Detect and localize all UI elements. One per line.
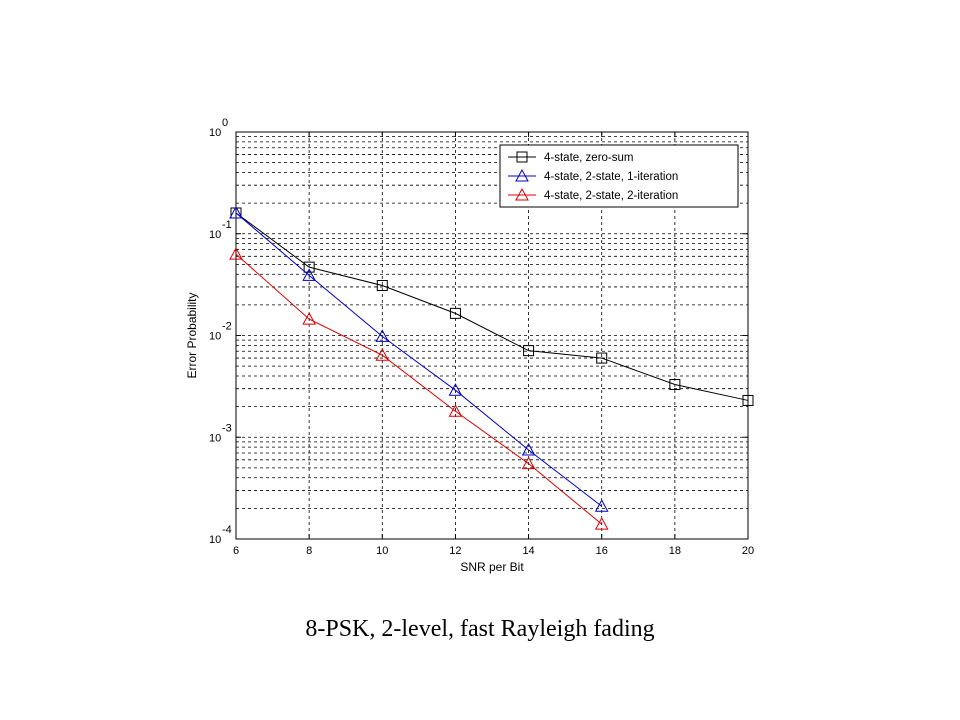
legend-label: 4-state, 2-state, 2-iteration	[544, 190, 678, 202]
y-tick-exponent: -4	[222, 524, 232, 536]
y-tick-exponent: -3	[222, 422, 232, 434]
series-3	[229, 247, 609, 530]
data-point	[521, 456, 536, 470]
data-point	[669, 378, 681, 390]
legend: 4-state, zero-sum 4-state, 2-state, 1-ite…	[499, 144, 739, 208]
data-point	[302, 312, 316, 325]
legend-entry: 4-state, 2-state, 2-iteration	[508, 187, 678, 202]
x-tick-label: 8	[306, 545, 312, 557]
legend-box	[499, 144, 739, 208]
data-point	[375, 348, 390, 361]
series-line	[235, 253, 603, 525]
y-tick-exponent: -1	[222, 219, 232, 231]
data-point	[448, 404, 463, 417]
slide-caption: 8-PSK, 2-level, fast Rayleigh fading	[305, 616, 655, 642]
legend-entry: 4-state, zero-sum	[508, 151, 633, 164]
x-tick-label: 20	[742, 545, 754, 557]
legend-marker	[516, 151, 528, 163]
x-tick-label: 18	[669, 545, 681, 557]
data-point	[303, 261, 315, 273]
x-tick-label: 16	[596, 545, 608, 557]
y-tick-exponent: -2	[222, 321, 232, 333]
y-tick-label: 10	[209, 229, 221, 241]
y-axis-label: Error Probability	[185, 292, 199, 378]
y-tick-label: 10	[209, 331, 221, 343]
data-point	[302, 268, 316, 281]
data-point	[375, 329, 390, 342]
data-point	[448, 383, 463, 396]
y-tick-label: 10	[209, 127, 221, 139]
data-point	[449, 307, 461, 319]
legend-marker	[515, 168, 529, 182]
legend-marker	[515, 187, 529, 201]
y-tick-label: 10	[209, 432, 221, 444]
series-2	[229, 205, 609, 512]
data-point	[521, 442, 536, 456]
y-tick-label: 10	[209, 534, 221, 546]
data-point	[742, 394, 754, 406]
series	[229, 205, 754, 530]
y-tick-exponent: 0	[222, 117, 228, 129]
data-point	[594, 517, 609, 530]
data-point	[596, 352, 608, 364]
x-tick-label: 10	[376, 545, 388, 557]
x-tick-label: 6	[233, 545, 239, 557]
data-point	[376, 280, 388, 292]
series-line	[235, 212, 749, 401]
data-point	[229, 205, 243, 219]
data-point	[229, 247, 243, 260]
legend-label: 4-state, zero-sum	[544, 152, 633, 164]
data-point	[594, 499, 609, 512]
series-1	[230, 207, 754, 406]
x-tick-label: 14	[522, 545, 534, 557]
x-axis-label: SNR per Bit	[460, 560, 524, 574]
x-tick-label: 12	[449, 545, 461, 557]
series-line	[235, 212, 603, 507]
legend-label: 4-state, 2-state, 1-iteration	[544, 171, 678, 183]
legend-entry: 4-state, 2-state, 1-iteration	[508, 168, 678, 183]
data-point	[523, 345, 535, 357]
